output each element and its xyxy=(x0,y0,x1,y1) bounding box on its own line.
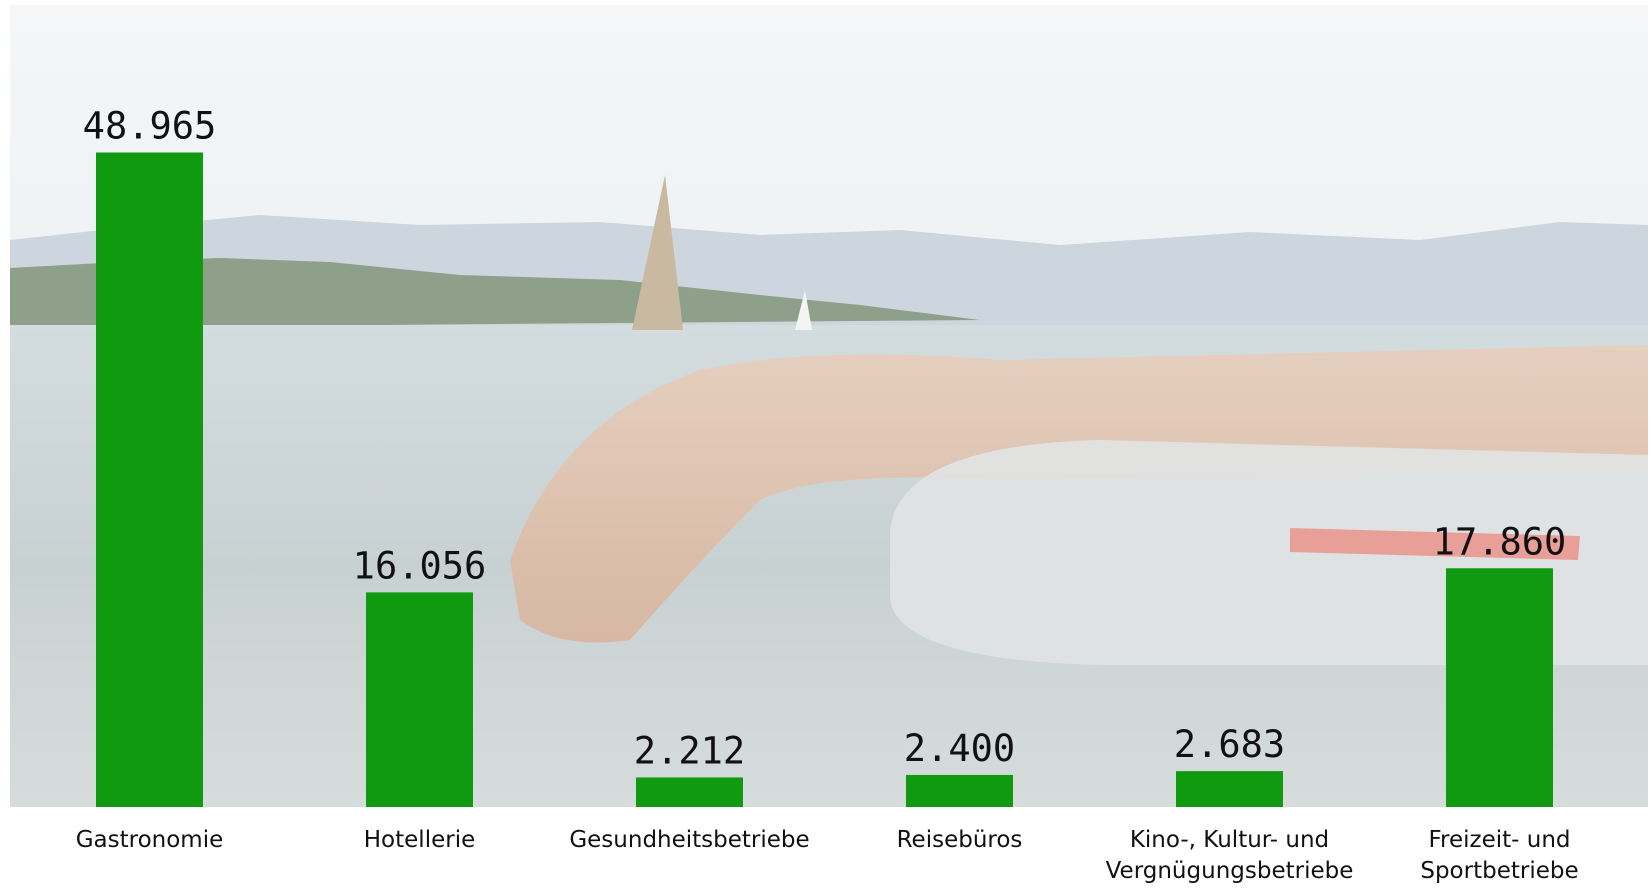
value-label: 2.400 xyxy=(904,727,1015,770)
value-label: 2.683 xyxy=(1174,723,1285,766)
x-tick-label: Gesundheitsbetriebe xyxy=(569,827,810,853)
background-photo xyxy=(10,5,1648,807)
bar xyxy=(366,592,473,807)
bar xyxy=(1176,771,1283,807)
value-label: 16.056 xyxy=(353,544,487,587)
x-tick-label: Freizeit- und Sportbetriebe xyxy=(1420,827,1579,884)
bar xyxy=(636,777,743,807)
bar xyxy=(906,774,1013,807)
x-tick-label: Kino-, Kultur- und Vergnügungsbetriebe xyxy=(1105,827,1354,884)
x-tick-label: Hotellerie xyxy=(363,827,476,853)
x-tick-label: Reisebüros xyxy=(896,827,1023,853)
value-label: 17.860 xyxy=(1433,520,1567,563)
bar xyxy=(1446,568,1553,807)
bar xyxy=(96,152,203,807)
value-label: 48.965 xyxy=(83,105,217,148)
value-label: 2.212 xyxy=(634,729,745,772)
x-tick-label: Gastronomie xyxy=(75,827,224,853)
